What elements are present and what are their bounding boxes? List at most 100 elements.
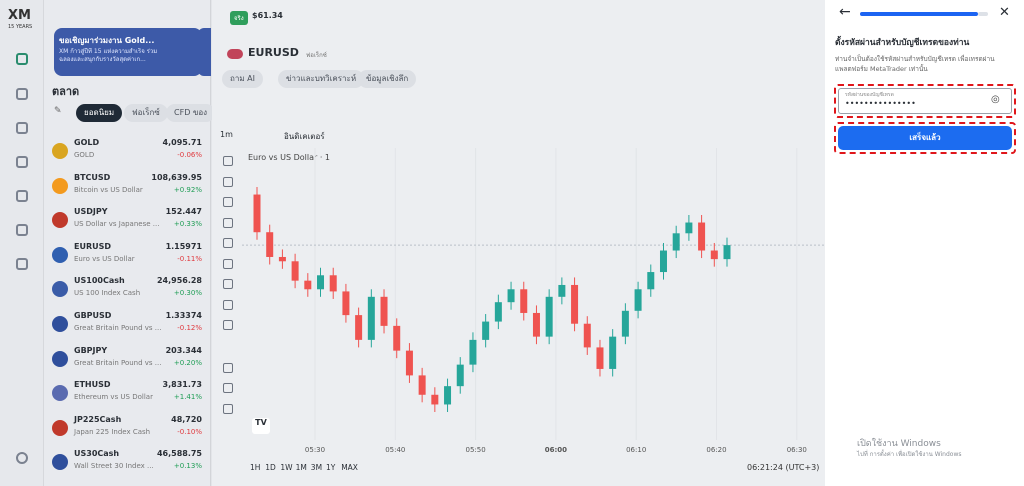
range-button[interactable]: 1Y [326, 463, 336, 472]
candle-body [698, 222, 706, 251]
tool-icon[interactable] [223, 176, 233, 187]
candle-body [659, 250, 667, 273]
instrument-price: 3,831.73 [162, 380, 202, 390]
close-button[interactable]: ✕ [999, 5, 1010, 20]
tool-icon[interactable] [223, 217, 233, 228]
range-button[interactable]: 1H [250, 463, 261, 472]
back-button[interactable]: ← [839, 4, 851, 20]
candle-body [342, 291, 350, 316]
instrument-symbol[interactable]: GBPJPY [74, 345, 108, 355]
candle-body [520, 289, 528, 313]
tool-icon[interactable] [223, 320, 233, 330]
instrument-symbol[interactable]: USDJPY [74, 207, 108, 217]
instrument-symbol[interactable]: BTCUSD [74, 172, 111, 182]
nav-icon[interactable] [16, 88, 28, 100]
instrument-description: Japan 225 Index Cash [74, 427, 151, 436]
tool-icon[interactable] [223, 258, 233, 269]
balance[interactable]: $61.34 [252, 11, 283, 20]
support-icon[interactable] [16, 452, 28, 464]
instrument-change: +0.30% [173, 289, 202, 298]
tool-icon[interactable] [223, 279, 233, 289]
watermark-text: ไปที่ การตั้งค่า เพื่อเปิดใช้งาน Windows [857, 451, 962, 458]
chart-title: Euro vs US Dollar · 1 [248, 153, 331, 162]
instrument-price: 4,095.71 [162, 138, 202, 147]
tab[interactable]: ยอดนิยม [76, 104, 123, 122]
nav-icon[interactable] [16, 122, 28, 134]
candle-body [634, 289, 642, 311]
nav-icon[interactable] [16, 224, 28, 236]
candle-body [558, 284, 566, 297]
range-button[interactable]: 1M [295, 463, 307, 472]
instrument-icon [52, 419, 68, 436]
nav-icon[interactable] [16, 53, 28, 65]
candle-body [710, 250, 718, 260]
candle-body [253, 194, 261, 233]
instrument-symbol[interactable]: JP225Cash [74, 414, 122, 424]
nav-icon[interactable] [16, 190, 28, 202]
instrument-symbol[interactable]: GOLD [74, 138, 100, 147]
banner-next[interactable] [198, 28, 211, 76]
instrument-price: 24,956.28 [156, 276, 202, 286]
tool-icon[interactable] [223, 238, 233, 248]
instrument-symbol[interactable]: EURUSD [74, 241, 112, 251]
candle-body [672, 233, 680, 251]
indicators[interactable]: อินดิเคเตอร์ [284, 132, 325, 141]
candle-body [621, 310, 629, 337]
tool-icon[interactable] [223, 403, 233, 414]
candle-body [596, 347, 604, 369]
toggle-visibility[interactable]: ◎ [991, 94, 1000, 105]
instrument-price: 152.447 [165, 207, 202, 217]
x-tick-label: 06:30 [787, 446, 807, 454]
instrument-icon [52, 350, 68, 367]
chart-area: จริง $61.34 EURUSD ฟอเร็กซ์ ถาม AI ข่าวแล… [212, 0, 825, 486]
header-button[interactable]: ข่าวและบทวิเคราะห์ [278, 70, 365, 88]
tab[interactable]: CFD ของ [166, 104, 216, 122]
password-field[interactable]: รหัสผ่านของบัญชีเทรด ••••••••••••••• ◎ [838, 88, 1012, 114]
range-button[interactable]: MAX [341, 463, 358, 472]
candle-body [494, 302, 502, 322]
instrument-symbol[interactable]: GBPUSD [74, 311, 112, 320]
x-tick-label: 06:00 [545, 446, 567, 454]
range-button[interactable]: 3M [310, 463, 323, 472]
candlestick-chart: 05:30 05:40 05:50 06:00 06:10 06:20 06:30 [242, 148, 825, 454]
interval[interactable]: 1m [220, 130, 233, 139]
tool-icon[interactable] [223, 197, 233, 207]
candle-body [507, 289, 515, 303]
instrument-icon [52, 143, 68, 159]
edit-tab[interactable]: ✎ [54, 106, 62, 116]
instrument-change: +0.33% [173, 220, 202, 229]
instrument-description: Great Britain Pound vs ... [74, 358, 162, 367]
header-button[interactable]: ถาม AI [222, 70, 263, 88]
highlight [834, 84, 1016, 118]
tool-icon[interactable] [223, 299, 233, 310]
candle-body [482, 321, 490, 340]
x-tick-label: 06:20 [706, 446, 726, 454]
tv-logo: TV [252, 418, 270, 434]
logo-sub: 15 YEARS [8, 24, 33, 30]
done-button[interactable]: เสร็จแล้ว [838, 126, 1012, 150]
candle-body [266, 232, 274, 257]
tool-icon[interactable] [223, 156, 233, 166]
candle-body [469, 339, 477, 365]
instrument-icon [52, 281, 68, 298]
instrument-change: +0.13% [173, 462, 202, 471]
tool-icon[interactable] [223, 362, 233, 373]
candle-body [571, 284, 579, 324]
range-button[interactable]: 1D [265, 463, 276, 472]
nav-icon[interactable] [16, 156, 28, 168]
instrument-symbol[interactable]: US100Cash [74, 276, 125, 286]
nav-icon[interactable] [16, 258, 28, 270]
range-button[interactable]: 1W [280, 463, 293, 472]
tab[interactable]: ฟอเร็กซ์ [124, 104, 168, 122]
instrument-symbol[interactable]: US30Cash [74, 449, 120, 459]
instrument-symbol[interactable]: ETHUSD [74, 380, 111, 390]
header-button[interactable]: ข้อมูลเชิงลึก [358, 70, 417, 88]
instrument-change: +0.92% [173, 185, 202, 194]
candle-body [304, 280, 312, 290]
banner[interactable]: ขอเชิญมาร่วมงาน Gold... XM ก้าวสู่ปีที่ … [54, 28, 202, 76]
instrument-price: 108,639.95 [151, 172, 202, 182]
account-badge: จริง [230, 11, 248, 25]
instrument-icon [52, 316, 68, 332]
tool-icon[interactable] [223, 383, 233, 393]
